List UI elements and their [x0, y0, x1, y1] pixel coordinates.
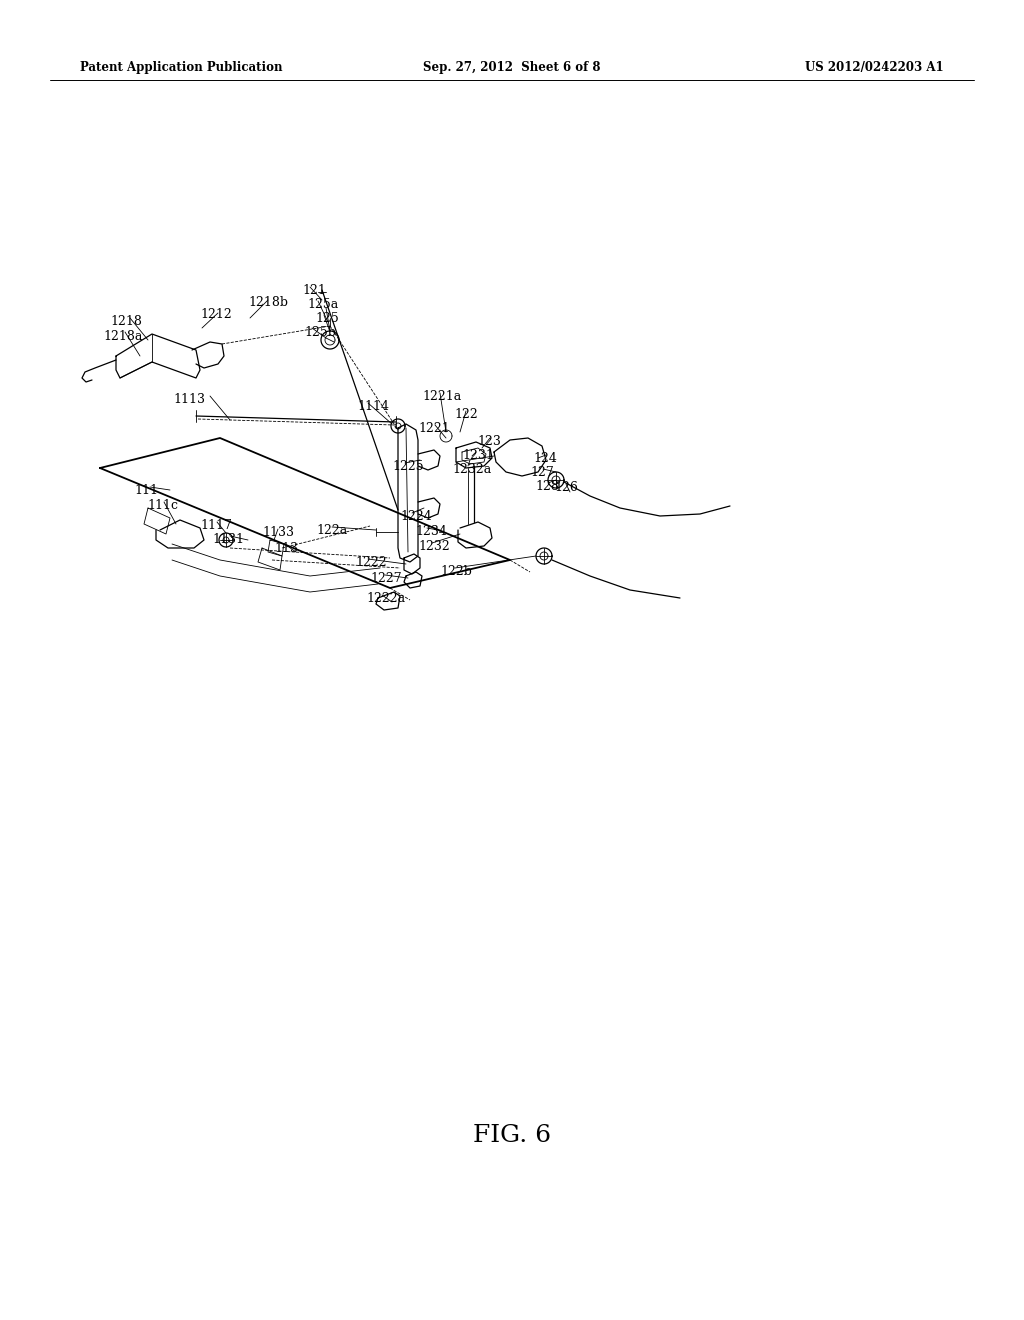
Text: 1227: 1227 — [370, 572, 401, 585]
Text: 128: 128 — [535, 480, 559, 492]
Text: 1221: 1221 — [418, 422, 450, 436]
Text: 124: 124 — [534, 451, 557, 465]
Text: 125b: 125b — [304, 326, 336, 339]
Text: 1232a: 1232a — [452, 463, 492, 477]
Text: 111: 111 — [134, 484, 158, 498]
Text: Patent Application Publication: Patent Application Publication — [80, 62, 283, 74]
Text: 1222: 1222 — [355, 556, 387, 569]
Text: 113: 113 — [274, 543, 298, 554]
Text: 1117: 1117 — [200, 519, 231, 532]
Text: 1234: 1234 — [415, 525, 446, 539]
Text: 125a: 125a — [307, 298, 338, 312]
Text: 1131: 1131 — [212, 533, 244, 546]
Text: 126: 126 — [554, 480, 578, 494]
Text: 111c: 111c — [147, 499, 178, 512]
Text: 1114: 1114 — [357, 400, 389, 413]
Text: 1218: 1218 — [110, 315, 142, 327]
Text: 1218a: 1218a — [103, 330, 142, 343]
Text: 1225: 1225 — [392, 459, 424, 473]
Text: 1232: 1232 — [418, 540, 450, 553]
Text: 1222a: 1222a — [366, 591, 406, 605]
Text: Sep. 27, 2012  Sheet 6 of 8: Sep. 27, 2012 Sheet 6 of 8 — [423, 62, 601, 74]
Text: 122a: 122a — [316, 524, 347, 537]
Text: US 2012/0242203 A1: US 2012/0242203 A1 — [805, 62, 944, 74]
Text: 1113: 1113 — [173, 393, 205, 407]
Text: 1212: 1212 — [200, 308, 231, 321]
Text: 1231: 1231 — [462, 449, 494, 462]
Text: 1218b: 1218b — [248, 296, 288, 309]
Text: 122b: 122b — [440, 565, 472, 578]
Text: 125: 125 — [315, 312, 339, 325]
Text: 123: 123 — [477, 436, 501, 447]
Text: 127: 127 — [530, 466, 554, 479]
Text: 122: 122 — [454, 408, 478, 421]
Text: FIG. 6: FIG. 6 — [473, 1123, 551, 1147]
Text: 1133: 1133 — [262, 525, 294, 539]
Text: 1221a: 1221a — [422, 389, 461, 403]
Text: 121: 121 — [302, 284, 326, 297]
Text: 1224: 1224 — [400, 510, 432, 523]
